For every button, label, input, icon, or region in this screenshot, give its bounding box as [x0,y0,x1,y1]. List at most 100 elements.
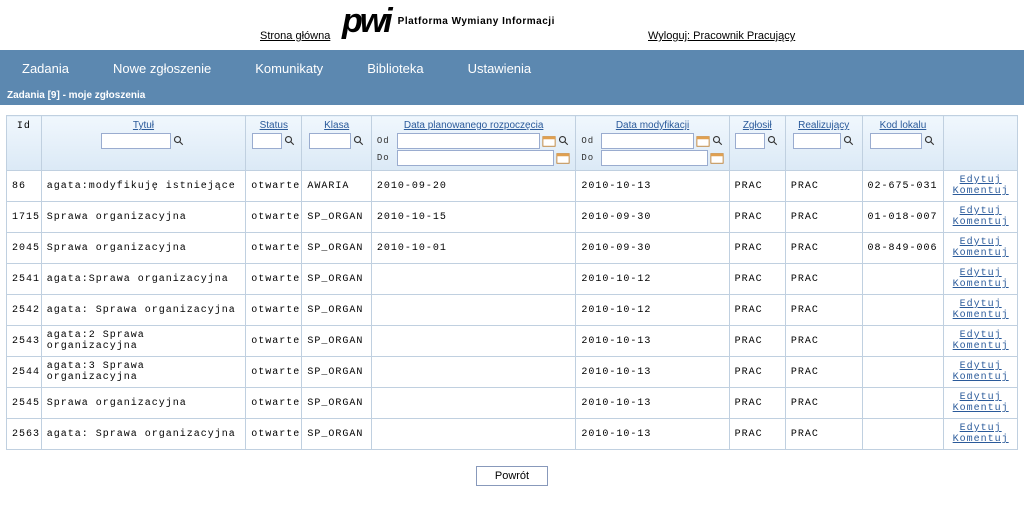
filter-plan-od-input[interactable] [397,133,540,149]
edit-link[interactable]: Edytuj [949,237,1012,248]
cell-zglosil: PRAC [729,357,785,388]
cell-klasa: AWARIA [302,171,372,202]
filter-mod-do-input[interactable] [601,150,707,166]
edit-link[interactable]: Edytuj [949,268,1012,279]
label-od: Od [581,136,599,146]
search-icon[interactable] [284,135,296,147]
calendar-icon[interactable] [542,134,556,148]
cell-data-mod: 2010-09-30 [576,202,729,233]
cell-status: otwarte [246,326,302,357]
table-row: 2563agata: Sprawa organizacyjnaotwarteSP… [7,419,1018,450]
sort-klasa[interactable]: Klasa [307,120,366,131]
col-zglosil-header: Zgłosił [729,116,785,171]
edit-link[interactable]: Edytuj [949,361,1012,372]
search-icon[interactable] [924,135,936,147]
cell-status: otwarte [246,202,302,233]
comment-link[interactable]: Komentuj [949,279,1012,290]
edit-link[interactable]: Edytuj [949,392,1012,403]
nav-biblioteka[interactable]: Biblioteka [345,61,445,76]
filter-kod-input[interactable] [870,133,922,149]
cell-klasa: SP_ORGAN [302,264,372,295]
edit-link[interactable]: Edytuj [949,330,1012,341]
cell-tytul: agata:3 Sprawa organizacyjna [41,357,245,388]
col-data-plan-header: Data planowanego rozpoczęcia Od Do [371,116,575,171]
cell-status: otwarte [246,233,302,264]
cell-status: otwarte [246,357,302,388]
nav-ustawienia[interactable]: Ustawienia [446,61,554,76]
comment-link[interactable]: Komentuj [949,310,1012,321]
col-tytul-header: Tytuł [41,116,245,171]
cell-realizujacy: PRAC [785,233,862,264]
cell-zglosil: PRAC [729,295,785,326]
filter-klasa-input[interactable] [309,133,351,149]
cell-id: 2543 [7,326,42,357]
sort-data-plan[interactable]: Data planowanego rozpoczęcia [377,120,570,131]
filter-zglosil-input[interactable] [735,133,765,149]
col-klasa-header: Klasa [302,116,372,171]
cell-data-mod: 2010-10-13 [576,326,729,357]
sort-status[interactable]: Status [251,120,296,131]
logout-link[interactable]: Wyloguj: Pracownik Pracujący [648,30,795,42]
search-icon[interactable] [558,135,570,147]
comment-link[interactable]: Komentuj [949,217,1012,228]
home-link[interactable]: Strona główna [260,30,330,42]
label-do: Do [377,153,395,163]
table-row: 2543agata:2 Sprawa organizacyjnaotwarteS… [7,326,1018,357]
sort-zglosil[interactable]: Zgłosił [735,120,780,131]
edit-link[interactable]: Edytuj [949,175,1012,186]
cell-actions: EdytujKomentuj [944,326,1018,357]
sort-realizujacy[interactable]: Realizujący [791,120,857,131]
nav-nowe-zgloszenie[interactable]: Nowe zgłoszenie [91,61,233,76]
cell-status: otwarte [246,171,302,202]
nav-komunikaty[interactable]: Komunikaty [233,61,345,76]
comment-link[interactable]: Komentuj [949,186,1012,197]
search-icon[interactable] [712,135,724,147]
sort-data-mod[interactable]: Data modyfikacji [581,120,723,131]
cell-data-mod: 2010-10-13 [576,388,729,419]
edit-link[interactable]: Edytuj [949,423,1012,434]
cell-data-plan [371,295,575,326]
col-data-mod-header: Data modyfikacji Od Do [576,116,729,171]
comment-link[interactable]: Komentuj [949,434,1012,445]
filter-mod-od-input[interactable] [601,133,693,149]
calendar-icon[interactable] [696,134,710,148]
filter-plan-do-input[interactable] [397,150,554,166]
footer: Powrót [0,460,1024,498]
cell-zglosil: PRAC [729,326,785,357]
comment-link[interactable]: Komentuj [949,403,1012,414]
table-row: 86agata:modyfikuję istniejąceotwarteAWAR… [7,171,1018,202]
col-actions-header [944,116,1018,171]
filter-status-input[interactable] [252,133,282,149]
filter-tytul-input[interactable] [101,133,171,149]
sort-tytul[interactable]: Tytuł [47,120,240,131]
col-kod-header: Kod lokalu [862,116,944,171]
cell-data-mod: 2010-10-13 [576,357,729,388]
filter-realizujacy-input[interactable] [793,133,841,149]
cell-data-plan: 2010-10-15 [371,202,575,233]
back-button[interactable]: Powrót [476,466,548,486]
cell-tytul: agata:modyfikuję istniejące [41,171,245,202]
search-icon[interactable] [843,135,855,147]
search-icon[interactable] [767,135,779,147]
cell-actions: EdytujKomentuj [944,388,1018,419]
calendar-icon[interactable] [710,151,724,165]
edit-link[interactable]: Edytuj [949,299,1012,310]
cell-status: otwarte [246,295,302,326]
cell-klasa: SP_ORGAN [302,233,372,264]
comment-link[interactable]: Komentuj [949,341,1012,352]
nav-zadania[interactable]: Zadania [0,61,91,76]
edit-link[interactable]: Edytuj [949,206,1012,217]
cell-kod [862,264,944,295]
sort-kod[interactable]: Kod lokalu [868,120,939,131]
search-icon[interactable] [353,135,365,147]
cell-tytul: agata:Sprawa organizacyjna [41,264,245,295]
comment-link[interactable]: Komentuj [949,372,1012,383]
cell-data-plan [371,264,575,295]
cell-id: 2542 [7,295,42,326]
calendar-icon[interactable] [556,151,570,165]
cell-tytul: agata:2 Sprawa organizacyjna [41,326,245,357]
comment-link[interactable]: Komentuj [949,248,1012,259]
cell-realizujacy: PRAC [785,419,862,450]
cell-zglosil: PRAC [729,419,785,450]
search-icon[interactable] [173,135,185,147]
